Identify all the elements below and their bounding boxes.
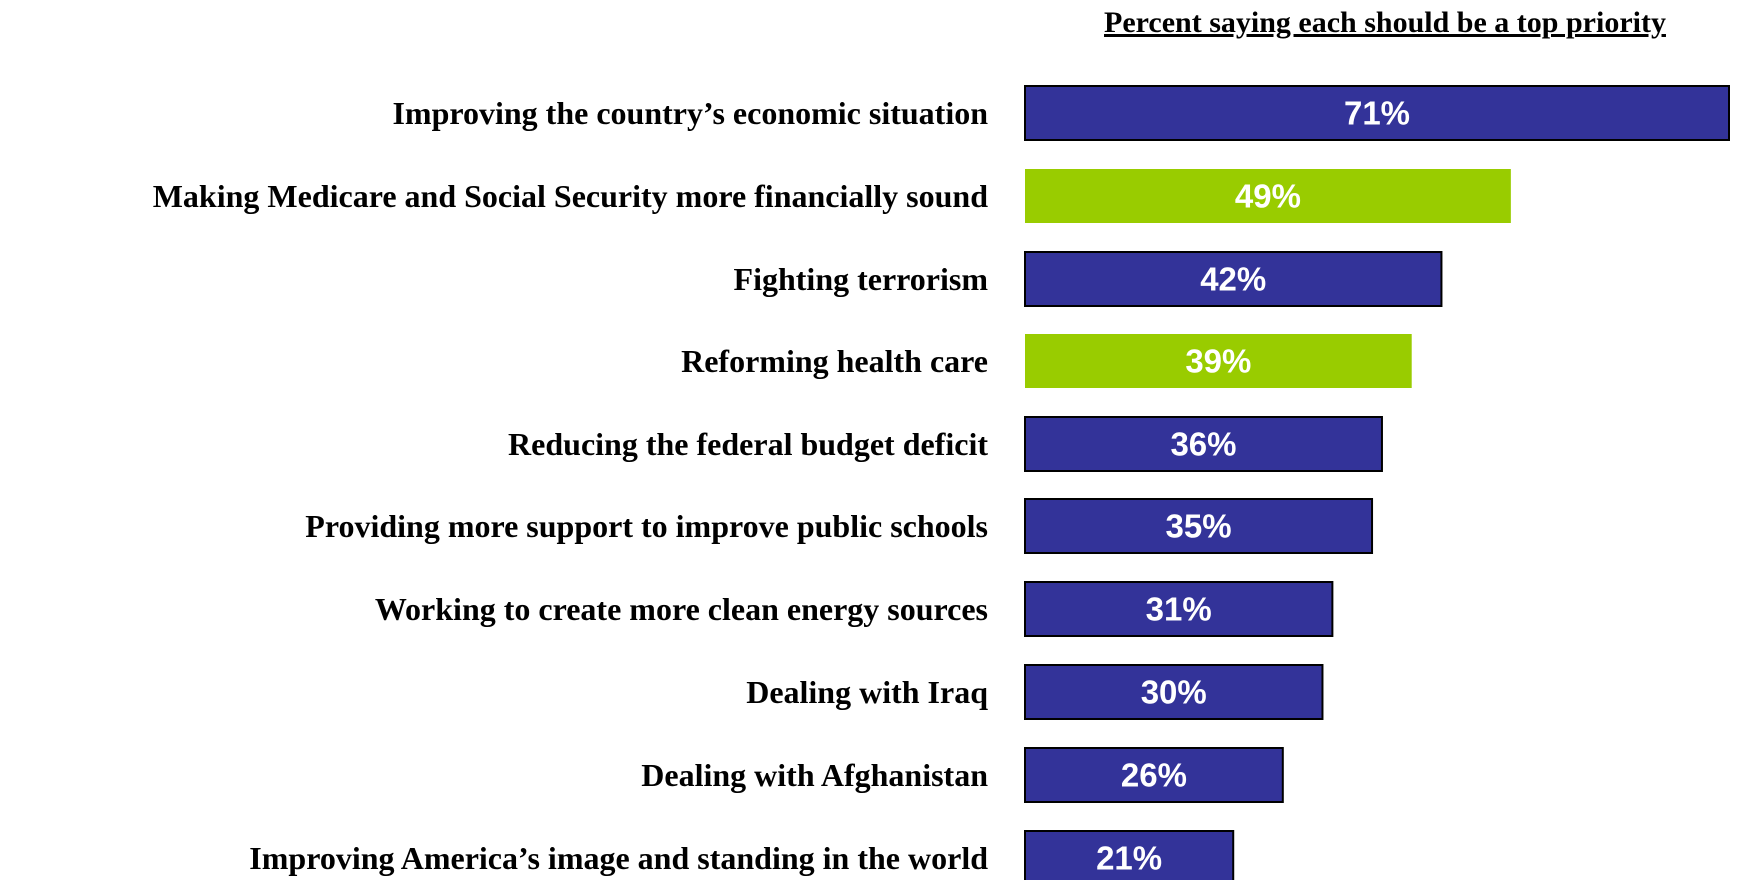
value-label: 26% [1121,757,1187,794]
category-label: Making Medicare and Social Security more… [153,178,988,214]
category-label: Dealing with Afghanistan [641,757,988,793]
bar [1025,169,1511,223]
value-label: 36% [1170,426,1236,463]
category-label: Dealing with Iraq [746,674,988,710]
bar [1024,830,1235,880]
bar [1024,416,1383,472]
bar [1024,85,1730,141]
bar [1024,498,1374,554]
category-label: Improving the country’s economic situati… [392,95,988,131]
value-label: 71% [1344,95,1410,132]
value-label: 30% [1141,674,1207,711]
value-label: 49% [1235,178,1301,215]
chart-title: Percent saying each should be a top prio… [1104,6,1666,39]
bar [1024,747,1284,803]
bar [1025,334,1412,388]
category-label: Reducing the federal budget deficit [508,426,988,462]
category-label: Reforming health care [681,343,988,379]
value-label: 21% [1096,840,1162,877]
category-label: Improving America’s image and standing i… [249,840,988,876]
value-label: 31% [1146,591,1212,628]
bar [1024,581,1334,637]
bar [1024,664,1324,720]
value-label: 39% [1185,343,1251,380]
value-label: 35% [1165,508,1231,545]
bar [1024,251,1443,307]
value-label: 42% [1200,261,1266,298]
category-label: Fighting terrorism [734,261,989,297]
category-label: Working to create more clean energy sour… [375,591,988,627]
category-label: Providing more support to improve public… [305,508,988,544]
